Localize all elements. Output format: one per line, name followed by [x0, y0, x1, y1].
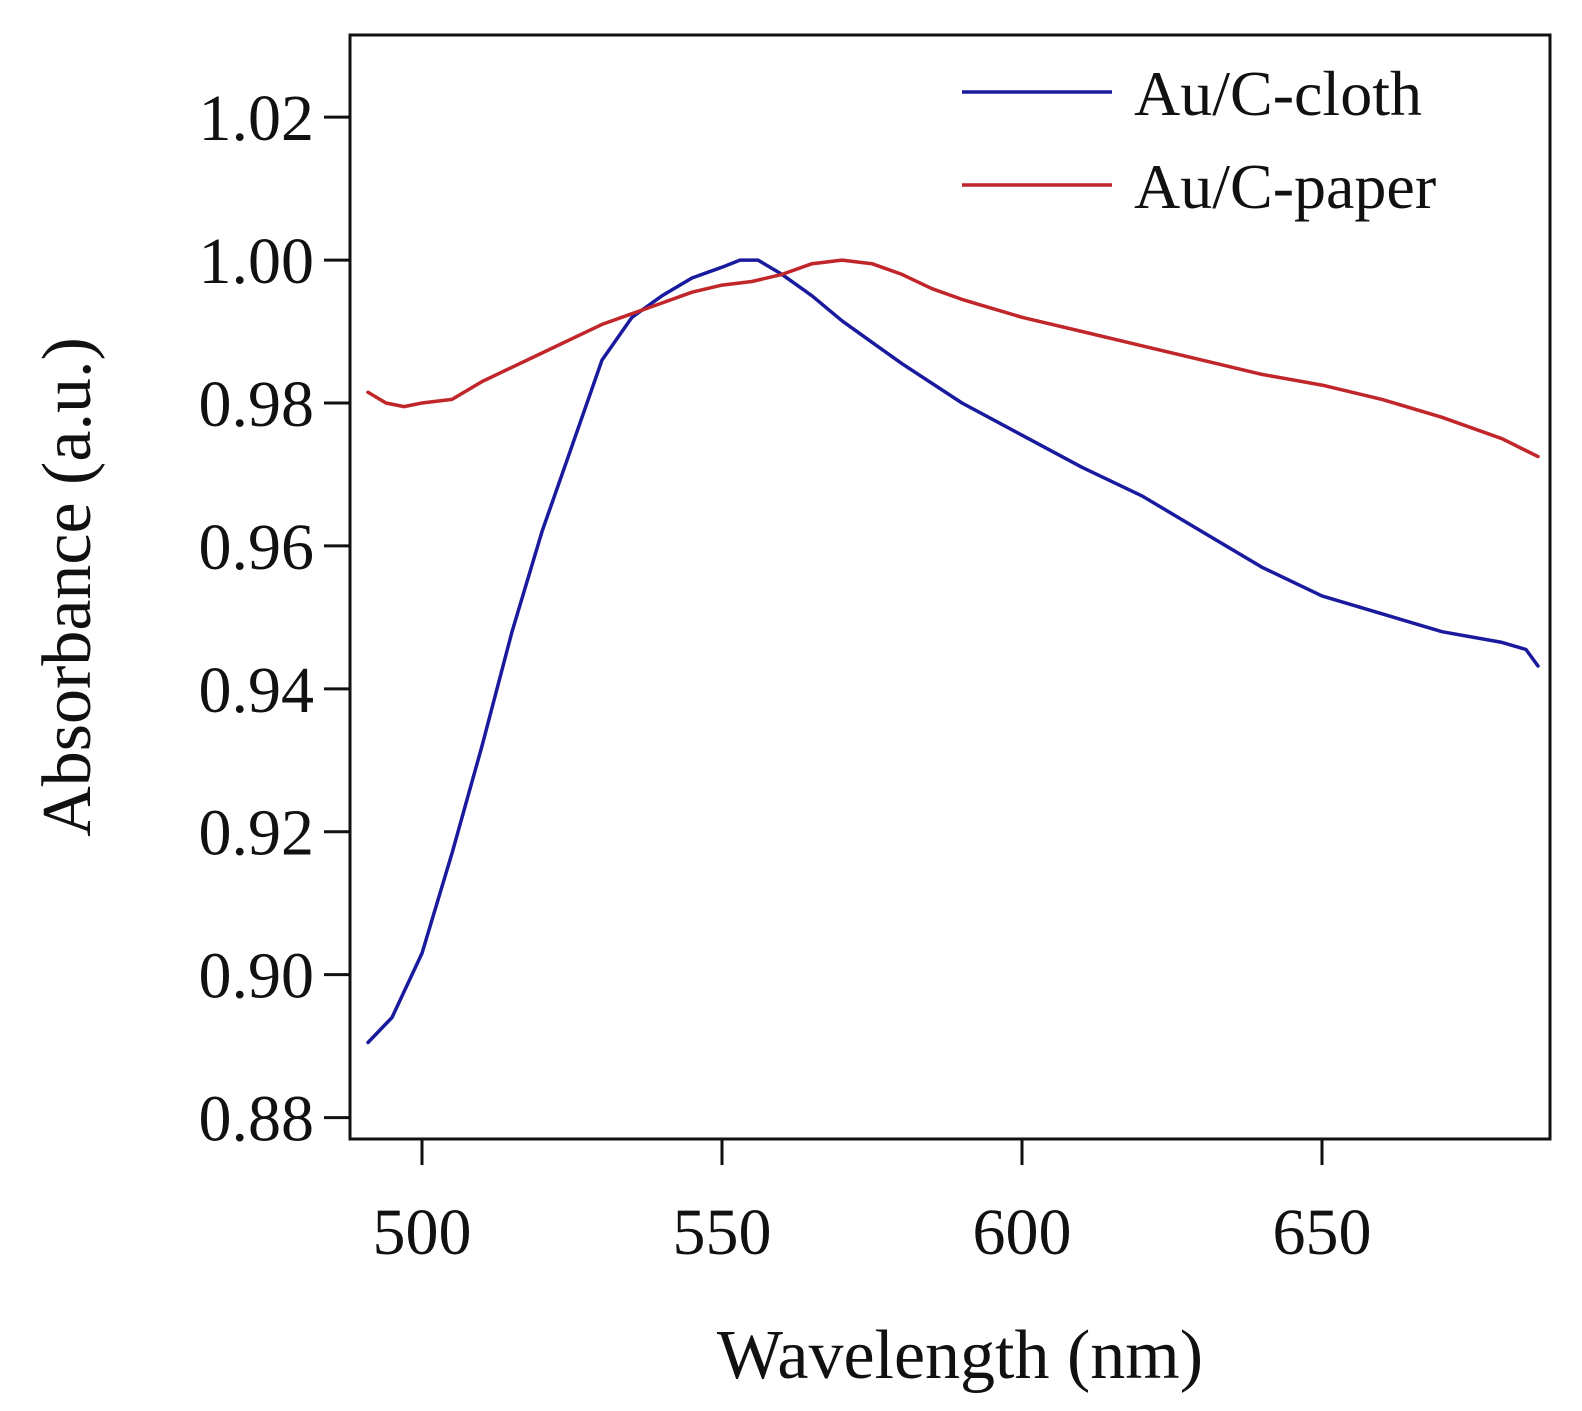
x-tick-label: 650 [1273, 1196, 1372, 1269]
x-tick-label: 600 [973, 1196, 1072, 1269]
y-axis-title: Absorbance (a.u.) [29, 337, 106, 837]
x-axis: 500 550 600 650 [373, 1139, 1372, 1269]
plot-frame [348, 33, 1552, 1141]
x-tick-label: 500 [373, 1196, 472, 1269]
series-line-au-c-cloth [366, 258, 1540, 1045]
y-tick-label: 0.98 [199, 368, 315, 441]
y-tick-label: 0.88 [199, 1083, 315, 1156]
x-axis-title: Wavelength (nm) [717, 1317, 1203, 1394]
x-tick-label: 550 [673, 1196, 772, 1269]
legend-label-au-c-paper: Au/C-paper [1134, 151, 1436, 222]
series-layer [366, 258, 1540, 1045]
legend: Au/C-cloth Au/C-paper [962, 58, 1436, 222]
y-tick-label: 0.96 [199, 511, 315, 584]
y-axis: 0.88 0.90 0.92 0.94 0.96 0.98 1.00 1.02 [199, 82, 350, 1156]
y-tick-label: 0.90 [199, 940, 315, 1013]
y-tick-label: 1.00 [199, 225, 315, 298]
y-tick-label: 0.92 [199, 797, 315, 870]
series-line-au-c-paper [366, 258, 1540, 459]
y-tick-label: 0.94 [199, 654, 315, 727]
y-tick-label: 1.02 [199, 82, 315, 155]
legend-label-au-c-cloth: Au/C-cloth [1134, 58, 1422, 129]
